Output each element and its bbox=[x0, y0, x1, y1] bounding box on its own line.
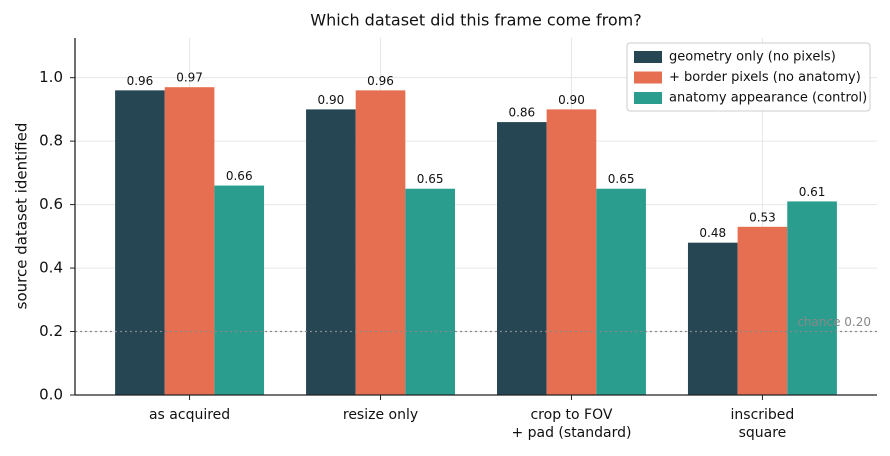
legend-label: anatomy appearance (control) bbox=[669, 91, 867, 106]
value-label: 0.86 bbox=[508, 106, 535, 120]
bar bbox=[596, 188, 646, 395]
value-label: 0.61 bbox=[799, 185, 826, 199]
y-tick-label: 0.4 bbox=[39, 259, 63, 277]
legend-swatch bbox=[634, 71, 662, 84]
value-label: 0.90 bbox=[558, 93, 585, 107]
legend-label: geometry only (no pixels) bbox=[669, 50, 836, 65]
y-tick-label: 0.0 bbox=[39, 386, 63, 404]
value-label: 0.65 bbox=[608, 172, 635, 186]
value-label: 0.53 bbox=[749, 210, 776, 224]
bar bbox=[164, 87, 215, 395]
legend-label: + border pixels (no anatomy) bbox=[669, 70, 861, 85]
bar bbox=[787, 201, 837, 395]
bar bbox=[115, 90, 165, 396]
bar bbox=[497, 122, 547, 396]
value-label: 0.97 bbox=[176, 71, 203, 85]
value-label: 0.66 bbox=[226, 169, 253, 183]
value-label: 0.96 bbox=[367, 74, 394, 88]
value-label: 0.65 bbox=[417, 172, 444, 186]
y-tick-label: 0.8 bbox=[39, 132, 63, 150]
value-label: 0.48 bbox=[699, 226, 726, 240]
bar bbox=[214, 185, 265, 395]
x-tick-label: crop to FOV + pad (standard) bbox=[511, 407, 631, 441]
bar bbox=[306, 109, 356, 396]
y-tick-label: 0.2 bbox=[39, 322, 63, 340]
value-label: 0.96 bbox=[127, 74, 154, 88]
y-axis-label: source dataset identified bbox=[13, 123, 31, 310]
bar bbox=[405, 188, 455, 395]
legend-box bbox=[626, 42, 871, 112]
bar bbox=[687, 242, 738, 395]
value-label: 0.90 bbox=[318, 93, 345, 107]
legend-swatch bbox=[634, 51, 662, 63]
bar bbox=[546, 109, 597, 396]
bar bbox=[355, 90, 406, 396]
y-tick-label: 0.6 bbox=[39, 195, 63, 213]
legend-swatch bbox=[634, 92, 662, 104]
x-tick-label: resize only bbox=[343, 407, 418, 423]
x-tick-label: inscribed square bbox=[731, 407, 795, 441]
bar bbox=[737, 226, 788, 395]
y-tick-label: 1.0 bbox=[39, 68, 63, 86]
chance-label: chance 0.20 bbox=[797, 315, 871, 329]
x-tick-label: as acquired bbox=[149, 407, 230, 423]
chart-title: Which dataset did this frame come from? bbox=[310, 11, 642, 30]
